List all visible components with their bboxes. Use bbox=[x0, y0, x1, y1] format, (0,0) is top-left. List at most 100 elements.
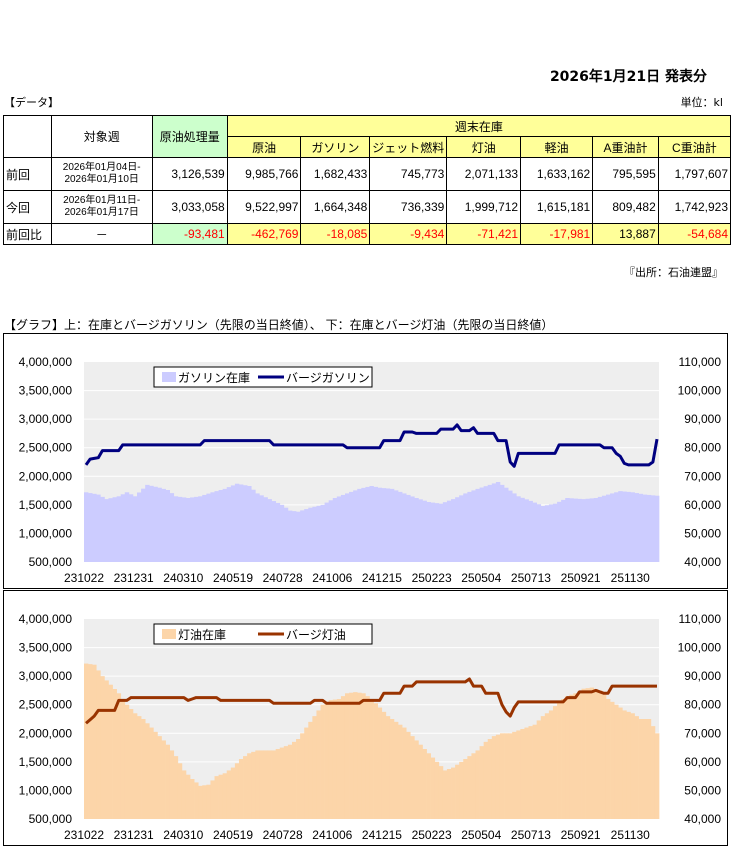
stock-bar bbox=[499, 733, 505, 819]
x-tick-label: 231022 bbox=[64, 828, 104, 842]
stock-bar bbox=[654, 495, 660, 562]
y-tick-label: 1,500,000 bbox=[19, 755, 73, 769]
corner-cell bbox=[3, 115, 52, 158]
stock-bar bbox=[308, 721, 313, 819]
stock-bar bbox=[581, 499, 586, 562]
stock-bar bbox=[304, 727, 309, 819]
stock-bar bbox=[124, 492, 130, 562]
stock-bar bbox=[524, 499, 529, 562]
diff-stock-value: -54,684 bbox=[657, 223, 731, 245]
y2-tick-label: 90,000 bbox=[684, 412, 721, 426]
stock-bar bbox=[104, 499, 109, 562]
stock-bar bbox=[630, 492, 635, 562]
stock-value: 1,615,181 bbox=[520, 190, 594, 224]
y-tick-label: 4,000,000 bbox=[19, 355, 73, 369]
diff-stock-value: -17,981 bbox=[520, 223, 594, 245]
diff-stock-value: -18,085 bbox=[300, 223, 371, 245]
x-tick-label: 241215 bbox=[362, 828, 402, 842]
stock-bar bbox=[581, 688, 586, 819]
stock-bar bbox=[369, 699, 374, 819]
y-tick-label: 3,500,000 bbox=[19, 641, 73, 655]
stock-bar bbox=[177, 763, 183, 819]
stock-bar bbox=[614, 704, 619, 819]
stock-bar bbox=[316, 505, 321, 562]
stock-bar bbox=[283, 746, 289, 819]
stock-bar bbox=[463, 759, 468, 819]
stock-bar bbox=[320, 504, 325, 562]
stock-bar bbox=[340, 494, 346, 562]
stock-bar bbox=[406, 494, 411, 562]
stock-bar bbox=[455, 497, 460, 562]
stock-bar bbox=[84, 663, 89, 819]
stock-bar bbox=[344, 693, 350, 819]
stock-bar bbox=[471, 753, 476, 819]
stock-bar bbox=[100, 676, 105, 819]
stock-bar bbox=[340, 696, 346, 819]
stock-value: 1,742,923 bbox=[657, 190, 731, 224]
stock-bar bbox=[610, 701, 615, 819]
col-week-header: 対象週 bbox=[50, 115, 153, 158]
stock-bar bbox=[243, 485, 248, 562]
stock-bar bbox=[565, 498, 570, 562]
stock-bar bbox=[504, 733, 509, 819]
stock-bar bbox=[561, 499, 566, 562]
stock-bar bbox=[451, 767, 456, 819]
stock-bar bbox=[495, 734, 501, 819]
stock-bar bbox=[446, 769, 452, 819]
stock-bar bbox=[418, 744, 423, 819]
stock-bar bbox=[88, 664, 93, 819]
stock-bar bbox=[377, 487, 383, 562]
y2-tick-label: 60,000 bbox=[684, 755, 721, 769]
x-tick-label: 250713 bbox=[511, 571, 551, 585]
stock-bar bbox=[300, 510, 305, 562]
stock-bar bbox=[475, 750, 480, 819]
stock-bar bbox=[226, 770, 232, 819]
legend-label-stock: ガソリン在庫 bbox=[178, 371, 250, 385]
stock-bar bbox=[540, 716, 546, 819]
stock-bar bbox=[601, 495, 607, 562]
stock-bar bbox=[267, 750, 272, 819]
y-tick-label: 500,000 bbox=[29, 555, 73, 569]
stock-bar bbox=[120, 494, 126, 562]
stock-bar bbox=[108, 684, 113, 819]
stock-bar bbox=[238, 484, 244, 562]
stock-bar bbox=[634, 493, 639, 562]
stock-bar bbox=[398, 724, 403, 819]
stock-bar bbox=[520, 497, 525, 562]
stock-bar bbox=[410, 736, 415, 819]
stock-bar bbox=[377, 707, 383, 819]
stock-bar bbox=[491, 483, 497, 562]
stock-bar bbox=[145, 484, 150, 562]
stock-bar bbox=[263, 750, 268, 819]
stock-bar bbox=[426, 502, 431, 562]
stock-bar bbox=[222, 488, 228, 562]
stock-bar bbox=[569, 694, 574, 819]
y-tick-label: 1,000,000 bbox=[19, 783, 73, 797]
diff-processing-value: -93,481 bbox=[151, 223, 228, 245]
stock-bar bbox=[548, 710, 554, 819]
stock-bar bbox=[169, 750, 175, 819]
legend-swatch-stock bbox=[162, 629, 176, 639]
stock-bar bbox=[483, 486, 489, 562]
stock-bar bbox=[96, 670, 101, 819]
stock-header-5: A重油計 bbox=[592, 136, 659, 158]
stock-bar bbox=[597, 496, 603, 562]
stock-bar bbox=[402, 727, 407, 819]
stock-bar bbox=[593, 498, 599, 562]
stock-bar bbox=[234, 763, 240, 819]
stock-bar bbox=[385, 488, 391, 562]
stock-bar bbox=[112, 497, 117, 562]
stock-bar bbox=[128, 709, 134, 819]
stock-bar bbox=[238, 759, 244, 819]
stock-bar bbox=[328, 500, 334, 562]
stock-bar bbox=[414, 498, 419, 562]
stock-bar bbox=[516, 730, 521, 819]
stock-bar bbox=[557, 701, 562, 819]
stock-bar bbox=[344, 493, 350, 562]
stock-bar bbox=[626, 711, 631, 819]
stock-value: 736,339 bbox=[369, 190, 448, 224]
stock-bar bbox=[618, 491, 623, 562]
stock-bar bbox=[532, 724, 538, 819]
col-crude-processing-header: 原油処理量 bbox=[151, 115, 228, 158]
stock-bar bbox=[357, 488, 362, 562]
